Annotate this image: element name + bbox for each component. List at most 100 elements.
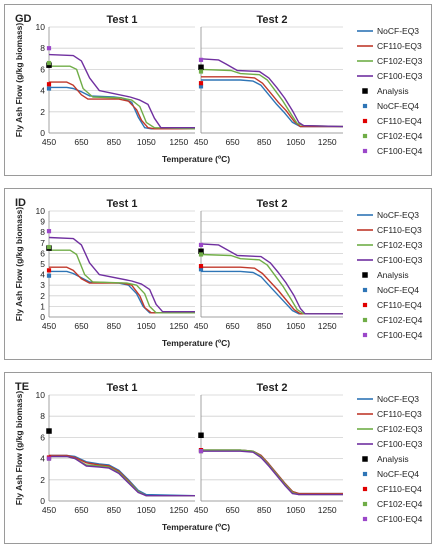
- x-tick-label: 650: [225, 321, 239, 331]
- legend-label-cf100-eq4: CF100-EQ4: [377, 146, 423, 156]
- y-tick-label: 6: [40, 64, 45, 74]
- legend-swatch-cf110-eq4: [362, 302, 368, 308]
- y-tick-label: 7: [40, 238, 45, 248]
- legend-swatch-cf100-eq4: [362, 332, 368, 338]
- y-tick-label: 0: [40, 128, 45, 138]
- y-axis-title: Fly Ash Flow (g/kg biomass): [14, 391, 24, 506]
- series-line-cf100-eq3: [200, 58, 344, 128]
- x-tick-label: 850: [257, 137, 271, 147]
- legend-swatch-cf100-eq4: [362, 516, 368, 522]
- x-tick-label: 1050: [286, 137, 305, 147]
- legend-label-cf102-eq4: CF102-EQ4: [377, 499, 423, 509]
- marker-analysis: [46, 62, 52, 68]
- y-tick-label: 10: [36, 390, 46, 400]
- marker-analysis: [198, 432, 204, 439]
- legend-label-analysis: Analysis: [377, 270, 409, 280]
- series-line-cf110-eq3: [201, 449, 343, 495]
- x-tick-label: 850: [257, 321, 271, 331]
- y-tick-label: 5: [40, 259, 45, 269]
- legend-swatch-cf100-eq4: [362, 148, 368, 154]
- marker-cf100-eq4: [46, 456, 52, 461]
- x-axis-title: Temperature (ºC): [162, 522, 230, 532]
- marker-cf102-eq4: [198, 252, 204, 257]
- legend-label-cf100-eq4: CF100-EQ4: [377, 330, 423, 340]
- marker-analysis: [46, 428, 52, 434]
- legend-label-cf102-eq3: CF102-EQ3: [377, 240, 423, 250]
- legend-swatch-analysis: [362, 456, 368, 462]
- marker-cf102-eq4: [198, 69, 204, 74]
- marker-cf102-eq4: [46, 60, 52, 66]
- x-tick-label: 1250: [169, 137, 188, 147]
- subplot-title: Test 1: [107, 382, 138, 394]
- x-tick-label: 450: [194, 137, 208, 147]
- y-tick-label: 2: [40, 107, 45, 117]
- y-tick-label: 6: [40, 432, 45, 442]
- y-axis-title: Fly Ash Flow (g/kg biomass): [14, 207, 24, 322]
- x-tick-label: 1050: [137, 505, 156, 515]
- x-tick-label: 1050: [137, 137, 156, 147]
- y-tick-label: 10: [36, 206, 46, 216]
- legend-label-cf100-eq3: CF100-EQ3: [377, 439, 423, 449]
- panel-label: TE: [15, 381, 29, 393]
- marker-analysis: [198, 64, 204, 71]
- x-tick-label: 1250: [169, 505, 188, 515]
- x-tick-label: 450: [42, 505, 56, 515]
- marker-cf100-eq4: [198, 242, 204, 248]
- x-tick-label: 850: [107, 137, 121, 147]
- x-tick-label: 650: [225, 137, 239, 147]
- series-line-cf110-eq3: [201, 76, 343, 128]
- y-tick-label: 0: [40, 312, 45, 322]
- x-tick-label: 850: [107, 505, 121, 515]
- legend-label-cf110-eq3: CF110-EQ3: [377, 41, 422, 51]
- series-line-cf100-eq3: [201, 450, 343, 496]
- y-tick-label: 10: [36, 22, 46, 32]
- legend-label-cf102-eq3: CF102-EQ3: [377, 424, 423, 434]
- x-tick-label: 650: [74, 505, 88, 515]
- legend-label-analysis: Analysis: [377, 86, 409, 96]
- chart-panel-id: ID Fly Ash Flow (g/kg biomass) Temperature…: [4, 188, 432, 360]
- y-tick-label: 9: [40, 217, 45, 227]
- subplot-title: Test 2: [257, 382, 288, 394]
- marker-cf110-eq4: [198, 264, 204, 269]
- y-tick-label: 2: [40, 291, 45, 301]
- x-tick-label: 450: [42, 137, 56, 147]
- legend-label-cf102-eq4: CF102-EQ4: [377, 131, 423, 141]
- legend-swatch-cf110-eq4: [362, 486, 368, 492]
- marker-cf100-eq4: [46, 46, 52, 51]
- series-line-cf110-eq3: [49, 266, 195, 314]
- legend-label-cf110-eq4: CF110-EQ4: [377, 116, 422, 126]
- marker-nocf-eq4: [198, 267, 204, 272]
- x-tick-label: 450: [42, 321, 56, 331]
- x-axis-title: Temperature (ºC): [162, 338, 230, 348]
- panel-label: ID: [15, 197, 26, 209]
- series-line-cf102-eq3: [200, 253, 343, 315]
- x-tick-label: 650: [74, 321, 88, 331]
- legend-label-nocf-eq4: NoCF-EQ4: [377, 469, 419, 479]
- y-tick-label: 8: [40, 411, 45, 421]
- marker-cf100-eq4: [198, 449, 204, 454]
- x-tick-label: 1050: [286, 321, 305, 331]
- x-tick-label: 1250: [318, 505, 337, 515]
- chart-panel-te: TE Fly Ash Flow (g/kg biomass) Temperature…: [4, 372, 432, 544]
- legend-swatch-analysis: [362, 88, 368, 94]
- subplot-title: Test 1: [107, 198, 138, 210]
- series-line-nocf-eq3: [201, 270, 343, 315]
- x-tick-label: 1250: [169, 321, 188, 331]
- legend-label-nocf-eq4: NoCF-EQ4: [377, 101, 419, 111]
- legend-swatch-nocf-eq4: [362, 287, 368, 293]
- legend-label-cf110-eq3: CF110-EQ3: [377, 409, 422, 419]
- x-tick-label: 1250: [318, 137, 337, 147]
- series-line-cf110-eq3: [49, 81, 195, 130]
- marker-nocf-eq4: [46, 273, 52, 278]
- marker-cf102-eq4: [46, 244, 52, 250]
- series-line-cf100-eq3: [48, 53, 195, 129]
- legend-label-cf110-eq4: CF110-EQ4: [377, 484, 422, 494]
- subplot-title: Test 1: [107, 14, 138, 26]
- series-line-nocf-eq3: [201, 449, 343, 495]
- chart-panel-gd: GD Fly Ash Flow (g/kg biomass) Temperature…: [4, 4, 432, 176]
- legend-swatch-nocf-eq4: [362, 471, 368, 477]
- x-tick-label: 1250: [318, 321, 337, 331]
- marker-nocf-eq4: [46, 86, 52, 91]
